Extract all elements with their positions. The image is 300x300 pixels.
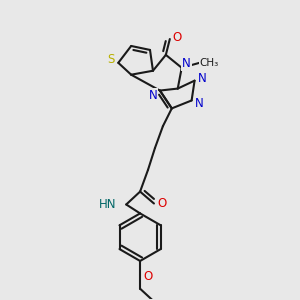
Text: N: N — [195, 97, 204, 110]
Text: N: N — [148, 89, 157, 102]
Text: S: S — [108, 53, 115, 66]
Text: O: O — [172, 31, 182, 44]
Text: N: N — [182, 57, 191, 70]
Text: CH₃: CH₃ — [200, 58, 219, 68]
Text: N: N — [198, 72, 207, 85]
Text: HN: HN — [99, 198, 116, 211]
Text: O: O — [143, 270, 153, 283]
Text: O: O — [157, 197, 167, 210]
